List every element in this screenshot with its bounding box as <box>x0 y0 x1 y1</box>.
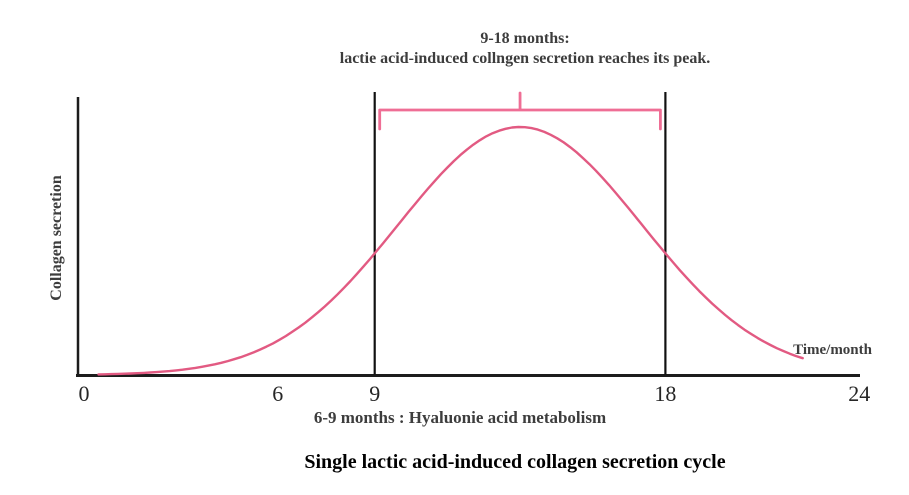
peak-annotation-line2: lactie acid-induced collngen secretion r… <box>339 50 711 67</box>
peak-annotation-line1: 9-18 months: <box>480 30 570 47</box>
y-axis-label: Collagen secretion <box>48 175 65 301</box>
range-bracket <box>378 91 662 131</box>
x-tick-label-9: 9 <box>369 381 381 406</box>
x-tick-label-24: 24 <box>848 381 871 406</box>
secretion-curve <box>97 125 804 376</box>
x-axis-label: Time/month <box>793 342 872 358</box>
metabolism-caption: 6-9 months : Hyaluonie acid metabolism <box>313 408 607 427</box>
x-tick-label-6: 6 <box>272 381 284 406</box>
x-tick-label-18: 18 <box>654 381 677 406</box>
chart-title: Single lactic acid-induced collagen secr… <box>304 451 726 473</box>
peak-annotation: 9-18 months: lactie acid-induced collnge… <box>200 29 850 69</box>
x-tick-label-0: 0 <box>78 381 90 406</box>
